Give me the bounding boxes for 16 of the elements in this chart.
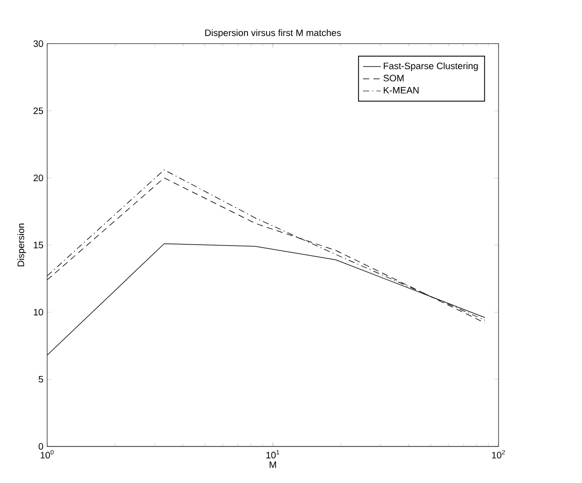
y-axis-title: Dispersion (17, 224, 26, 266)
x-axis-title: M (270, 461, 276, 468)
y-tick-label: 10 (34, 308, 44, 316)
x-tick-label: 10$^{2}$ (492, 450, 505, 458)
legend-label: K-MEAN (384, 86, 419, 94)
y-tick-label: 20 (34, 174, 44, 182)
legend-label: SOM (383, 74, 404, 82)
y-tick-label: 5 (38, 376, 44, 382)
x-tick-label: 10$^{0}$ (40, 450, 54, 458)
chart-title: Dispersion virsus first M matches (205, 29, 341, 38)
x-tick-label: 10$^{1}$ (266, 450, 280, 458)
legend-label: Fast-Sparse Clustering (384, 62, 478, 71)
y-tick-label: 15 (34, 242, 44, 248)
y-tick-label: 25 (34, 107, 44, 114)
y-tick-label: 30 (33, 40, 44, 47)
y-tick-label: 0 (38, 443, 44, 450)
